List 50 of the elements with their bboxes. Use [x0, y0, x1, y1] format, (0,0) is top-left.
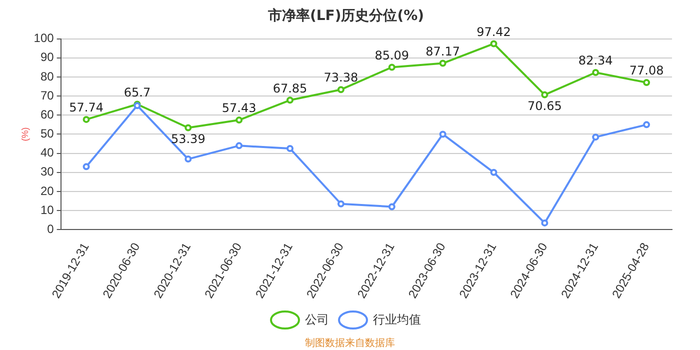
point — [184, 156, 192, 163]
point — [286, 96, 294, 104]
point — [236, 116, 243, 124]
y-tick-label: 20 — [40, 184, 54, 198]
data-label: 87.17 — [426, 44, 460, 58]
point — [82, 116, 90, 123]
data-label: 70.65 — [527, 98, 562, 113]
y-tick-label: 0 — [47, 222, 54, 236]
data-label: 57.43 — [222, 101, 256, 116]
y-tick-label: 80 — [40, 69, 54, 84]
point — [643, 79, 650, 86]
point — [541, 219, 548, 226]
chart-title: 市净率(LF)历史分位(%) — [266, 7, 424, 24]
y-tick-label: 10 — [40, 202, 54, 217]
data-label: 97.42 — [476, 24, 511, 39]
legend-label: 行业均值 — [373, 312, 421, 326]
point — [439, 130, 446, 138]
point — [490, 40, 498, 48]
point — [388, 64, 396, 71]
data-label: 77.08 — [629, 64, 664, 78]
y-tick-label: 90 — [40, 50, 54, 64]
point — [439, 60, 446, 67]
legend-label: 公司 — [305, 312, 329, 326]
point — [337, 86, 344, 94]
point — [490, 168, 498, 176]
y-tick-label: 30 — [40, 164, 54, 179]
y-tick-label: 100 — [34, 31, 54, 46]
data-label: 82.34 — [578, 54, 613, 68]
point — [184, 124, 192, 132]
data-label: 57.74 — [69, 100, 104, 115]
data-label: 53.39 — [170, 132, 206, 146]
data-label: 65.7 — [124, 85, 151, 100]
point — [286, 145, 294, 152]
point — [236, 142, 243, 150]
point — [592, 134, 600, 141]
data-label: 67.85 — [272, 81, 308, 96]
point — [541, 91, 548, 98]
data-label: 85.09 — [374, 48, 410, 62]
point — [337, 200, 344, 208]
point — [592, 69, 600, 76]
text: 制图数据来自数据库 — [304, 336, 396, 350]
point — [643, 121, 650, 128]
y-tick-label: 40 — [40, 146, 54, 160]
point — [388, 203, 396, 210]
point — [82, 163, 90, 170]
y-tick-label: 50 — [40, 126, 54, 141]
data-label: 73.38 — [324, 70, 358, 85]
y-tick-label: 70 — [40, 88, 54, 102]
y-axis-title: (%) — [20, 127, 30, 142]
y-tick-label: 60 — [40, 107, 54, 122]
